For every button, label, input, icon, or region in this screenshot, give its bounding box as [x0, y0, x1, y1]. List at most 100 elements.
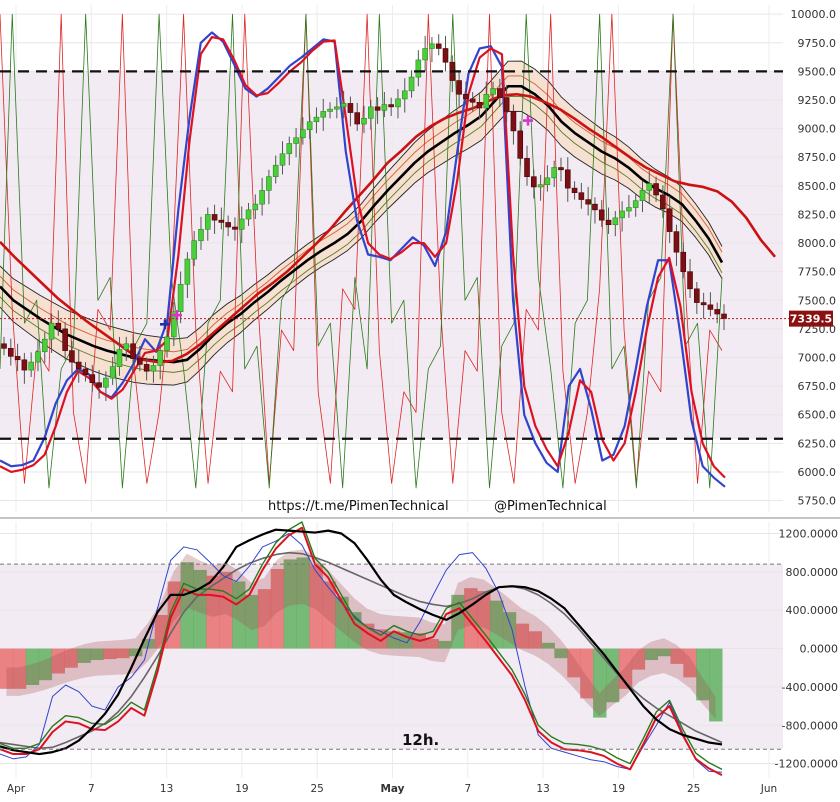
candle-body	[721, 313, 727, 319]
candle-body	[184, 258, 191, 285]
osc-cloud	[6, 549, 716, 719]
candles	[1, 34, 727, 401]
histogram-bar	[451, 594, 465, 649]
candle-body	[503, 97, 510, 112]
candle-body	[463, 93, 469, 100]
histogram-bar	[128, 648, 143, 657]
oscillator-lines	[0, 521, 723, 777]
histogram-bar	[103, 648, 117, 660]
candle-body	[238, 218, 245, 230]
histogram-bar	[51, 648, 65, 674]
oscillator-panel: 1200.0000 800.0000 400.0000 0.0000 -400.0000…	[0, 521, 839, 778]
osc-green-line	[0, 521, 723, 770]
price-tick-label: 7000.0	[798, 351, 837, 364]
candle-body	[177, 283, 184, 313]
candle-body	[517, 130, 524, 159]
candle-body	[1, 343, 7, 349]
osc-tick-label: 0.0000	[800, 643, 839, 656]
candle-body	[619, 210, 625, 219]
time-tick-label: 19	[235, 783, 248, 795]
candle-body	[293, 137, 299, 144]
candle-body	[361, 118, 367, 125]
candle-body	[388, 104, 394, 108]
candle-body	[306, 121, 313, 131]
candle-body	[673, 231, 680, 253]
candle-body	[415, 59, 422, 78]
price-tick-label: 7500.0	[798, 294, 837, 307]
histogram-bar	[64, 648, 78, 668]
histogram-bar	[554, 648, 568, 659]
candle-body	[279, 153, 286, 166]
candle-body	[442, 48, 449, 63]
watermark-right: @PimenTechnical	[494, 499, 607, 514]
candle-body	[639, 190, 646, 202]
candle-body	[191, 240, 197, 260]
time-tick-label: 19	[612, 783, 625, 795]
time-tick-label: Jun	[760, 783, 777, 795]
osc-gray-line	[0, 551, 723, 750]
histogram-bar	[438, 640, 452, 649]
candle-body	[429, 43, 435, 49]
candle-body	[164, 336, 170, 351]
candle-body	[69, 350, 75, 363]
candle-body	[374, 106, 381, 111]
candle-body	[422, 48, 428, 61]
histogram-bar	[541, 642, 555, 649]
histogram-bar	[425, 638, 439, 649]
price-tick-label: 5750.0	[798, 495, 837, 508]
histogram-bar	[116, 648, 130, 659]
price-tick-label: 6250.0	[798, 437, 837, 450]
time-tick-label: 7	[464, 783, 471, 795]
candle-body	[340, 103, 347, 108]
candle-body	[666, 208, 673, 232]
time-tick-label: 13	[160, 783, 173, 795]
candle-body	[707, 304, 714, 310]
histogram-bar	[567, 648, 581, 678]
candle-body	[564, 169, 571, 189]
osc-tick-label: 1200.0000	[779, 528, 839, 541]
osc-tick-label: 400.0000	[786, 604, 839, 617]
histogram-bar	[515, 623, 530, 649]
candle-body	[646, 183, 653, 191]
candle-body	[544, 177, 551, 185]
candle-body	[537, 184, 544, 188]
time-tick-label: Apr	[7, 783, 26, 795]
time-axis: Apr 7 13 19 25 May 7 13 19 25 Jun	[7, 783, 777, 795]
candle-body	[510, 111, 517, 132]
histogram-bar	[489, 600, 504, 649]
spike-red-line	[0, 13, 723, 484]
candle-body	[48, 322, 55, 340]
candle-body	[109, 366, 116, 379]
candle-body	[204, 214, 211, 230]
price-tick-label: 9500.0	[798, 65, 837, 78]
candle-body	[578, 192, 585, 200]
candle-body	[632, 200, 639, 208]
osc-tick-label: -1200.0000	[775, 758, 838, 771]
watermark-left: https://t.me/PimenTechnical	[268, 499, 449, 514]
candle-body	[116, 349, 123, 367]
candle-body	[286, 143, 293, 155]
candle-body	[490, 88, 496, 95]
histogram-bar	[502, 612, 517, 649]
candle-body	[558, 167, 564, 171]
histogram-bar	[12, 648, 27, 689]
histogram-bar	[335, 596, 349, 649]
candle-body	[266, 176, 272, 191]
histogram-bar	[644, 648, 659, 661]
price-tick-label: 8000.0	[798, 237, 837, 250]
price-tick-label: 8250.0	[798, 208, 837, 221]
histogram-bar	[25, 648, 40, 685]
candle-body	[680, 251, 687, 272]
candle-body	[198, 229, 204, 242]
candle-body	[354, 112, 361, 125]
histogram-bar	[270, 568, 285, 649]
candle-body	[381, 104, 388, 111]
price-tick-label: 6500.0	[798, 409, 837, 422]
candle-body	[592, 203, 598, 211]
candle-body	[7, 348, 14, 357]
candle-body	[89, 374, 96, 383]
candle-body	[211, 214, 218, 221]
candle-body	[245, 209, 252, 220]
histogram-bar	[257, 589, 272, 649]
